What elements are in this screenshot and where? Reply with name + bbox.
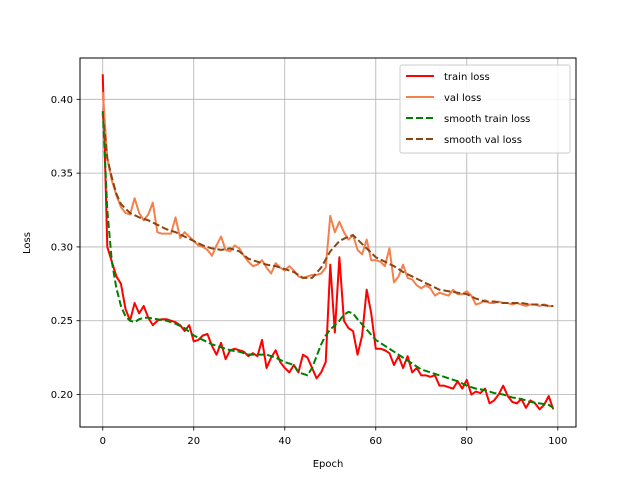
legend-box	[399, 64, 571, 154]
y-axis-label: Loss	[22, 232, 33, 254]
y-tick-label: 0.25	[51, 316, 73, 327]
plot-frame	[79, 57, 577, 428]
series-line-smooth-train-loss	[101, 111, 554, 409]
series-line-val-loss	[101, 91, 554, 307]
series-line-smooth-val-loss	[101, 113, 554, 307]
x-tick-label: 100	[548, 436, 567, 447]
x-tick-label: 60	[369, 436, 382, 447]
x-tick-label: 80	[460, 436, 473, 447]
x-tick-label: 20	[187, 436, 200, 447]
series-layer	[101, 74, 555, 411]
y-tick-label: 0.20	[51, 390, 73, 401]
legend-label-smooth-val-loss: smooth val loss	[444, 135, 522, 146]
legend-label-train-loss: train loss	[444, 72, 490, 83]
legend-label-val-loss: val loss	[444, 93, 481, 104]
y-tick-label: 0.40	[51, 95, 73, 106]
legend: train loss val loss smooth train loss smoot…	[399, 64, 571, 154]
x-tick-label: 40	[278, 436, 291, 447]
y-tick-label: 0.35	[51, 169, 73, 180]
x-axis-ticks: 0 20 40 60 80 100	[100, 427, 567, 447]
x-tick-label: 0	[100, 436, 106, 447]
x-axis-label: Epoch	[313, 459, 344, 470]
legend-label-smooth-train-loss: smooth train loss	[444, 114, 530, 125]
y-axis-ticks: 0.20 0.25 0.30 0.35 0.40	[51, 95, 80, 401]
y-tick-label: 0.30	[51, 242, 73, 253]
